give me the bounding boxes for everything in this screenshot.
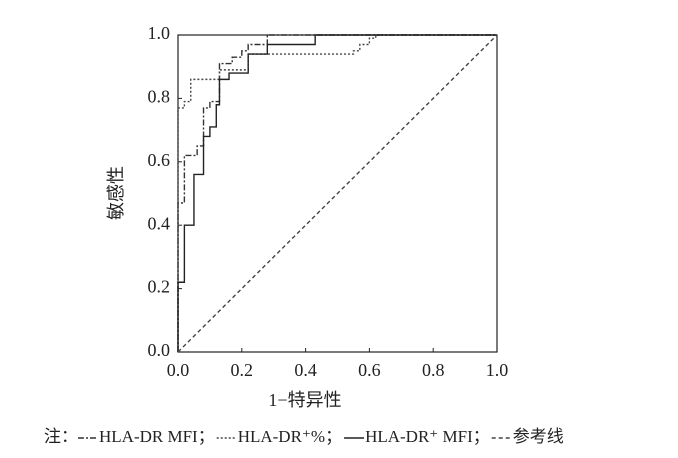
y-tick-label: 0.6 [148,150,171,170]
x-axis-label: 1−特异性 [268,390,341,410]
legend-label: 参考线 [513,427,564,446]
legend-label: HLA-DR⁺% [238,427,325,446]
legend-note: 注： [44,427,78,446]
y-tick-label: 0.8 [148,87,171,107]
legend-separator: ； [473,427,490,446]
y-tick-label: 1.0 [148,23,171,43]
x-tick-label: 0.6 [358,360,381,380]
x-tick-label: 0.2 [231,360,254,380]
roc-curve [177,34,497,352]
y-tick-label: 0.2 [148,277,171,297]
y-tick-label: 0.0 [148,340,171,360]
y-tick-label: 0.4 [148,213,171,233]
roc-curve [177,34,498,353]
legend-label: HLA-DR⁺ MFI [365,427,473,446]
x-tick-label: 1.0 [486,360,509,380]
legend-separator: ； [325,427,342,446]
legend-label: HLA-DR MFI [99,427,198,446]
x-tick-label: 0.4 [294,360,317,380]
x-tick-label: 0.8 [422,360,445,380]
x-tick-label: 0.0 [167,360,190,380]
legend-separator: ； [198,427,215,446]
y-axis-label: 敏感性 [106,166,126,220]
